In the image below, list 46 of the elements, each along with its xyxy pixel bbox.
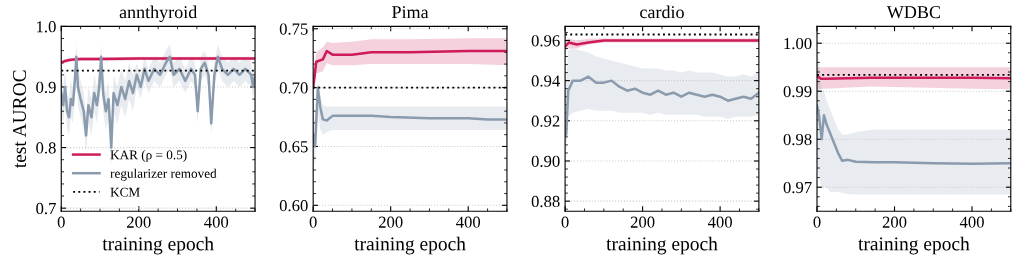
y-tick-label: 0.60 [279, 200, 308, 212]
y-tick-label: 0.8 [36, 142, 56, 154]
y-tick-label: 0.70 [279, 82, 308, 94]
y-tick-label: 0.90 [531, 155, 560, 167]
x-axis-title: training epoch [354, 236, 466, 255]
y-tick-label: 0.92 [531, 115, 560, 127]
x-tick-label: 0 [57, 216, 65, 228]
chart-title: annthyroid [119, 5, 198, 22]
x-tick-label: 0 [561, 216, 569, 228]
line-series [817, 104, 1011, 165]
y-axis-title: test AUROC [12, 70, 27, 169]
y-tick-label: 0.94 [531, 75, 560, 87]
y-tick-label: 1.0 [37, 21, 56, 33]
line-series [313, 49, 507, 89]
x-tick-label: 200 [127, 216, 151, 228]
chart-title: WDBC [886, 6, 940, 19]
x-axis-title: training epoch [606, 236, 718, 255]
x-tick-label: 0 [813, 216, 821, 228]
line-series [313, 86, 507, 148]
legend-label: KAR (ρ = 0.5) [110, 150, 187, 162]
y-tick-label: 0.9 [36, 81, 56, 94]
x-tick-label: 200 [882, 216, 907, 228]
y-tick-label: 0.88 [531, 195, 560, 208]
x-tick-label: 200 [378, 216, 403, 228]
x-tick-label: 400 [707, 216, 732, 228]
y-tick-label: 0.7 [36, 202, 56, 215]
y-tick-label: 0.98 [783, 133, 812, 146]
y-tick-label: 0.97 [783, 181, 812, 194]
x-tick-label: 400 [204, 216, 229, 228]
legend-label: KCM [110, 187, 140, 197]
x-tick-label: 200 [630, 216, 655, 228]
chart-title: Pima [392, 6, 429, 19]
y-tick-label: 0.65 [279, 141, 308, 153]
x-tick-label: 400 [959, 216, 984, 228]
y-tick-label: 0.75 [279, 23, 308, 35]
chart-title: cardio [640, 5, 684, 19]
x-tick-label: 400 [456, 216, 481, 228]
y-tick-label: 0.99 [783, 85, 812, 98]
y-tick-label: 1.00 [784, 37, 812, 50]
line-series [565, 75, 759, 137]
x-tick-label: 0 [309, 216, 317, 228]
legend-label: regularizer removed [110, 168, 217, 181]
x-axis-title: training epoch [858, 236, 970, 255]
line-series [61, 55, 256, 149]
y-tick-label: 0.96 [531, 35, 560, 47]
x-axis-title: training epoch [102, 236, 214, 255]
